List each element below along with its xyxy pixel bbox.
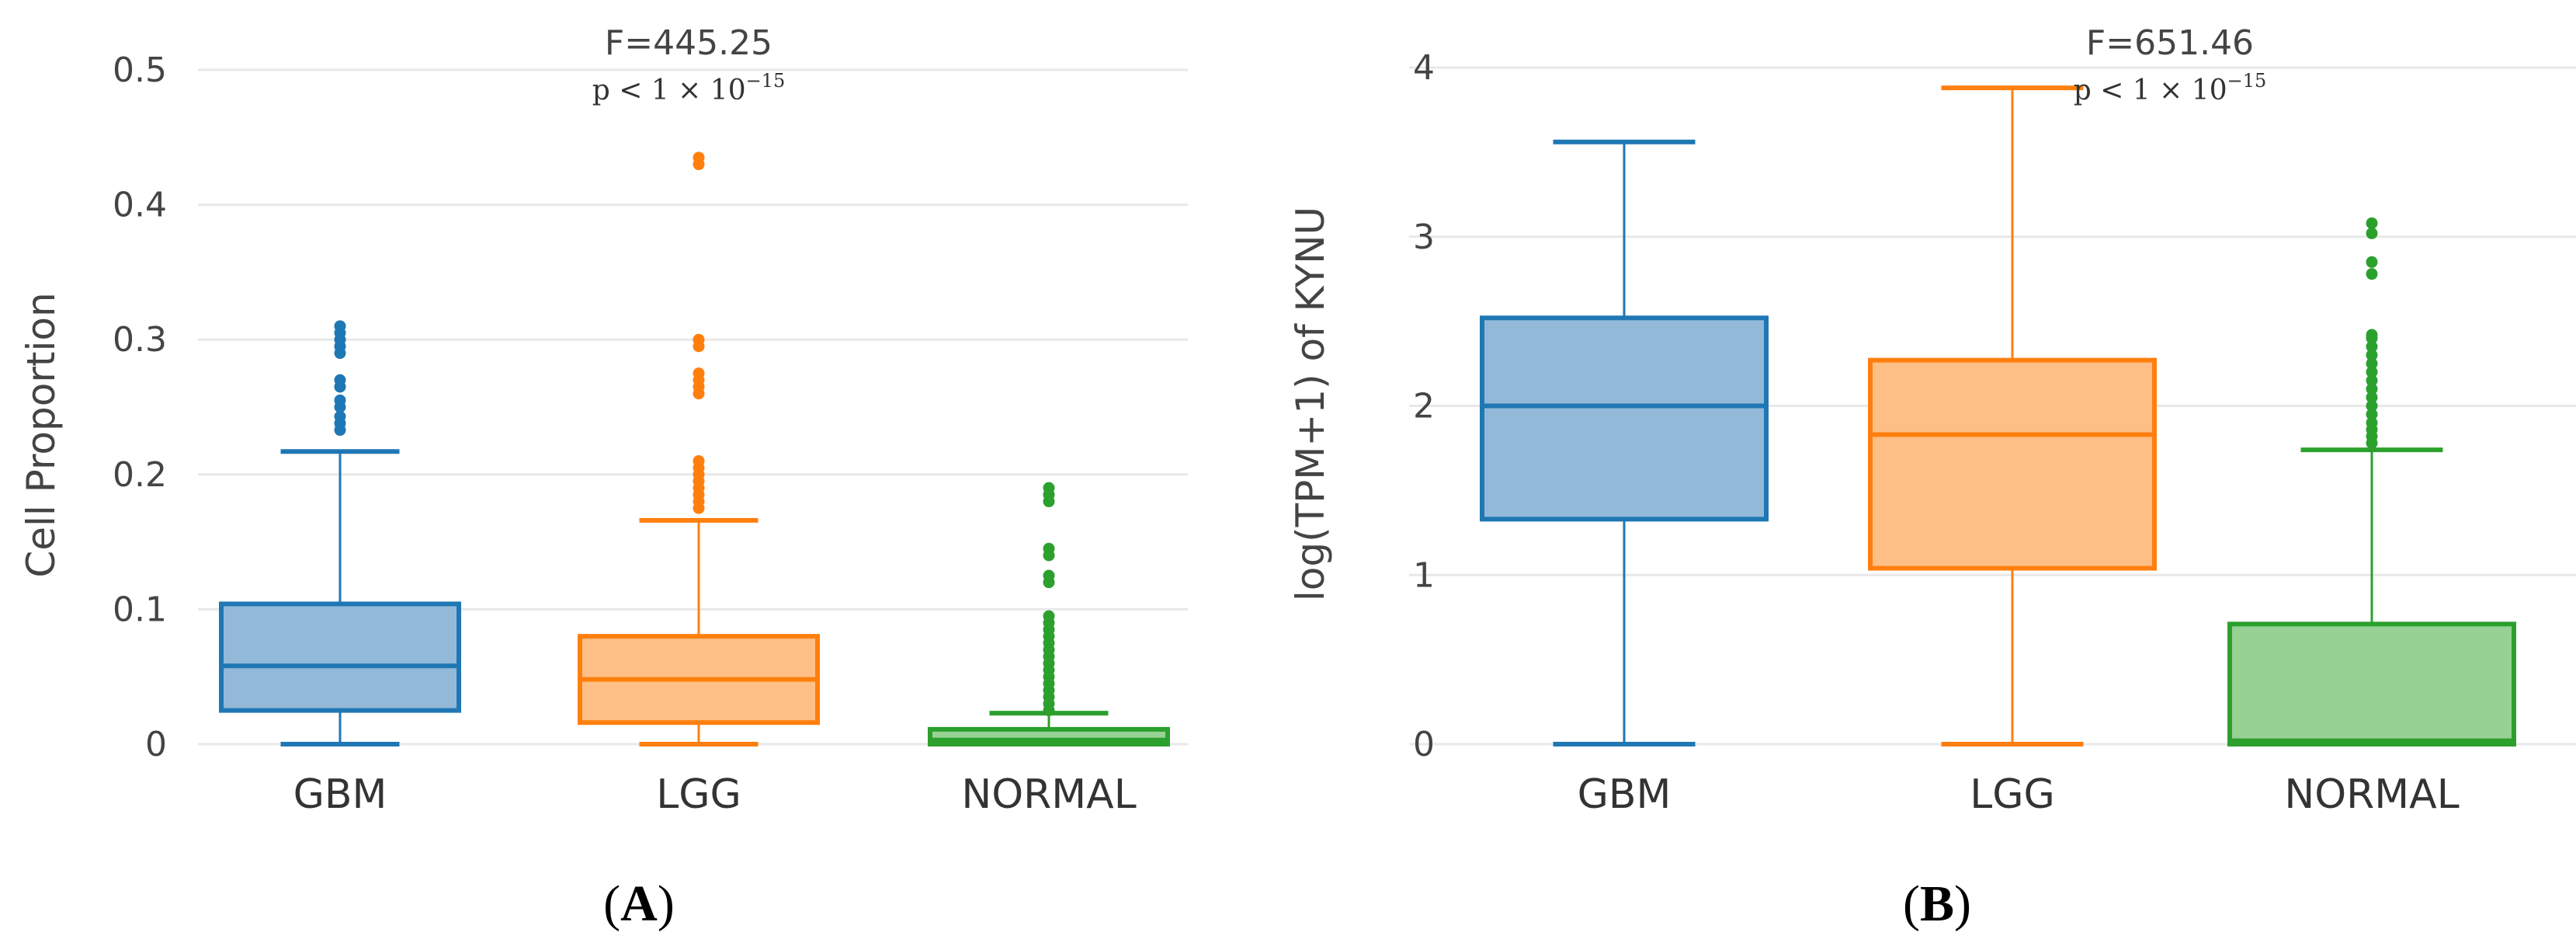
panel-b-gbm-category-label: GBM xyxy=(1578,771,1672,818)
panel-b-lgg-category-label: LGG xyxy=(1970,771,2055,818)
panel-b-normal-outlier xyxy=(2366,357,2378,370)
panel-b-label: (B) xyxy=(1903,875,1971,932)
panel-b-y-tick-label: 0 xyxy=(1413,725,1435,764)
panel-a-lgg-outlier xyxy=(693,454,705,467)
panel-b-normal-outlier xyxy=(2366,227,2378,239)
panel-b-normal-outlier xyxy=(2366,400,2378,412)
panel-b-normal-outlier xyxy=(2366,408,2378,420)
panel-a-gbm-category-label: GBM xyxy=(293,771,387,818)
panel-a-lgg-outlier xyxy=(693,151,705,164)
panel-b-normal-outlier xyxy=(2366,374,2378,387)
panel-a-boxes xyxy=(219,151,1170,746)
panel-b: 0 1 2 3 4 log(TPM+1) of KYNU GBM LGG NORMAL F=… xyxy=(1288,23,2576,932)
panel-b-lgg-box xyxy=(1868,357,2157,571)
panel-b-normal-box xyxy=(2227,621,2516,747)
panel-b-normal-outlier xyxy=(2366,391,2378,404)
panel-a-lgg-category-label: LGG xyxy=(656,771,741,818)
panel-b-y-tick-labels: 0 1 2 3 4 xyxy=(1413,48,1435,764)
panel-b-normal-outlier xyxy=(2366,268,2378,280)
panel-b-p-value: p < 1 × 10−15 xyxy=(2074,70,2267,106)
panel-a-normal-outlier xyxy=(1043,482,1055,494)
panel-b-boxes xyxy=(1480,85,2516,747)
panel-b-y-tick-label: 3 xyxy=(1413,217,1435,257)
panel-b-normal-outlier xyxy=(2366,340,2378,353)
panel-a-y-tick-label: 0.3 xyxy=(113,320,167,360)
panel-a-gbm-box xyxy=(219,601,461,713)
panel-a-y-tick-label: 0.1 xyxy=(113,590,167,629)
panel-b-gbm-box xyxy=(1480,315,1769,522)
panel-a-gbm-outlier xyxy=(334,374,346,386)
panel-b-y-tick-label: 2 xyxy=(1413,387,1435,426)
panel-b-normal-outlier xyxy=(2366,416,2378,429)
panel-b-normal-outlier xyxy=(2366,217,2378,229)
panel-b-normal-outlier xyxy=(2366,329,2378,341)
panel-b-normal-outlier xyxy=(2366,366,2378,378)
panel-a-y-tick-labels: 0 0.1 0.2 0.3 0.4 0.5 xyxy=(113,50,167,764)
panel-b-normal-outlier xyxy=(2366,256,2378,268)
panel-a-lgg-outlier xyxy=(693,333,705,346)
panel-a-gbm-outlier xyxy=(334,394,346,406)
panel-b-y-axis-title: log(TPM+1) of KYNU xyxy=(1288,207,1333,601)
panel-b-normal-outlier xyxy=(2366,349,2378,361)
panel-a-gbm-outlier xyxy=(334,410,346,423)
panel-a-p-value: p < 1 × 10−15 xyxy=(592,70,786,106)
panel-a-y-tick-label: 0.5 xyxy=(113,50,167,90)
panel-a-y-tick-label: 0.4 xyxy=(113,186,167,225)
panel-b-category-labels: GBM LGG NORMAL xyxy=(1578,771,2460,818)
panel-b-normal-category-label: NORMAL xyxy=(2284,771,2459,818)
panel-a-y-tick-label: 0.2 xyxy=(113,455,167,495)
panel-a-normal-category-label: NORMAL xyxy=(961,771,1136,818)
panel-a-lgg-outlier xyxy=(693,367,705,380)
panel-b-f-statistic: F=651.46 xyxy=(2086,23,2254,63)
panel-a-normal-outlier xyxy=(1043,610,1055,622)
panel-b-y-tick-label: 1 xyxy=(1413,555,1435,595)
panel-a-y-tick-label: 0 xyxy=(145,725,167,764)
panel-a-f-statistic: F=445.25 xyxy=(605,23,772,63)
panel-a-normal-outlier xyxy=(1043,569,1055,582)
panel-a-label: (A) xyxy=(603,875,675,932)
panel-a-gbm-outlier xyxy=(334,320,346,332)
panel-a-normal-outlier xyxy=(1043,542,1055,555)
panel-a-category-labels: GBM LGG NORMAL xyxy=(293,771,1137,818)
panel-a-y-axis-title: Cell Proportion xyxy=(19,292,64,577)
panel-b-y-tick-label: 4 xyxy=(1413,48,1435,88)
panel-b-normal-outlier xyxy=(2366,383,2378,395)
panel-a: 0 0.1 0.2 0.3 0.4 0.5 Cell Proportion GBM LGG N… xyxy=(19,23,1188,932)
